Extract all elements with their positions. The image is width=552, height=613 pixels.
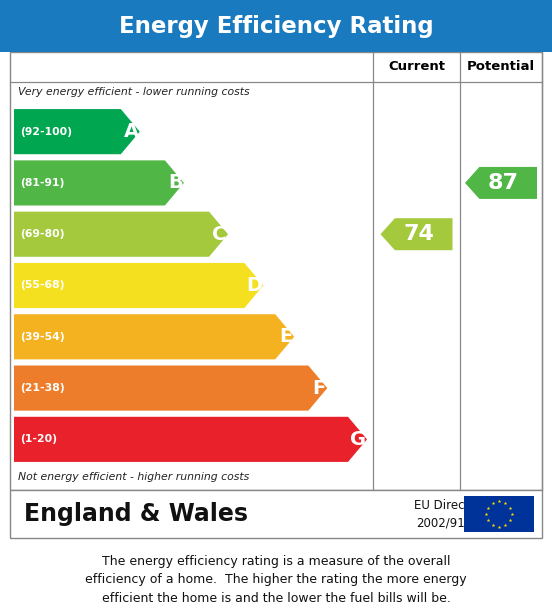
Text: C: C (213, 225, 227, 244)
Polygon shape (380, 218, 453, 250)
Text: The energy efficiency rating is a measure of the overall
efficiency of a home.  : The energy efficiency rating is a measur… (85, 555, 467, 605)
Text: G: G (351, 430, 367, 449)
Text: (55-68): (55-68) (20, 281, 65, 291)
Polygon shape (465, 167, 537, 199)
Text: F: F (312, 379, 325, 398)
Polygon shape (14, 314, 294, 359)
Text: Current: Current (388, 61, 445, 74)
Text: Potential: Potential (467, 61, 535, 74)
Bar (464, 496, 534, 532)
Polygon shape (14, 211, 228, 257)
Bar (10, 52, 542, 490)
Text: England & Wales: England & Wales (24, 502, 248, 526)
Text: Not energy efficient - higher running costs: Not energy efficient - higher running co… (18, 472, 250, 482)
Text: EU Directive
2002/91/EC: EU Directive 2002/91/EC (413, 499, 486, 529)
Text: B: B (168, 173, 183, 192)
Polygon shape (14, 365, 327, 411)
Text: (92-100): (92-100) (20, 127, 72, 137)
Text: Very energy efficient - lower running costs: Very energy efficient - lower running co… (18, 87, 250, 97)
Polygon shape (14, 109, 140, 154)
Bar (0, 0, 552, 52)
Text: 74: 74 (403, 224, 434, 244)
Text: E: E (279, 327, 293, 346)
Text: Energy Efficiency Rating: Energy Efficiency Rating (119, 15, 433, 37)
Text: (81-91): (81-91) (20, 178, 65, 188)
Polygon shape (14, 161, 184, 205)
Text: A: A (124, 122, 139, 141)
Text: D: D (247, 276, 263, 295)
Text: (69-80): (69-80) (20, 229, 65, 239)
Text: 87: 87 (487, 173, 519, 193)
Bar (10, 490, 542, 538)
Polygon shape (14, 417, 367, 462)
Polygon shape (14, 263, 263, 308)
Text: (39-54): (39-54) (20, 332, 65, 342)
Text: (1-20): (1-20) (20, 435, 57, 444)
Text: (21-38): (21-38) (20, 383, 65, 393)
